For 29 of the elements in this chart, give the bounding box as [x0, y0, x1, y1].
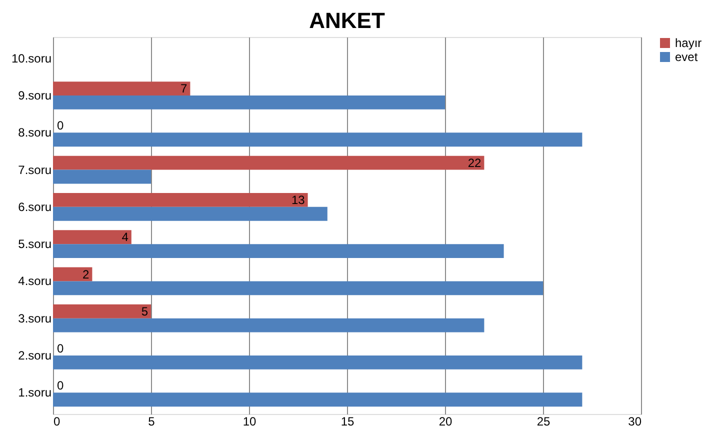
data-label: 7: [180, 82, 188, 96]
x-tick-label: 5: [148, 414, 156, 428]
y-tick-label: 10.soru: [11, 51, 52, 66]
y-tick-label: 1.soru: [18, 386, 52, 400]
data-label: 4: [122, 230, 129, 244]
data-label: 5: [141, 304, 148, 318]
x-tick-label: 25: [536, 414, 550, 428]
x-tick-label: 10: [242, 414, 256, 428]
x-tick-label: 30: [628, 414, 642, 428]
y-tick-label: 8.soru: [18, 126, 52, 140]
y-tick-label: 7.soru: [18, 162, 52, 177]
x-tick-label: 15: [340, 414, 354, 428]
data-label: 22: [468, 156, 482, 170]
y-tick-label: 5.soru: [18, 237, 52, 252]
x-tick-label: 20: [438, 414, 452, 428]
data-label: 13: [291, 192, 306, 207]
data-label: 0: [57, 342, 64, 356]
x-tick-label: 0: [54, 414, 60, 428]
legend-label: evet: [675, 50, 698, 64]
y-tick-label: 2.soru: [18, 348, 52, 362]
data-label: 0: [57, 118, 64, 133]
data-label: 2: [82, 267, 90, 282]
y-tick-label: 3.soru: [18, 311, 52, 326]
y-tick-label: 4.soru: [18, 274, 52, 288]
y-tick-label: 9.soru: [18, 88, 52, 102]
y-tick-label: 6.soru: [18, 200, 52, 214]
legend-label: hayır: [675, 36, 702, 50]
chart-title: ANKET: [309, 8, 386, 33]
data-label: 0: [57, 378, 64, 393]
